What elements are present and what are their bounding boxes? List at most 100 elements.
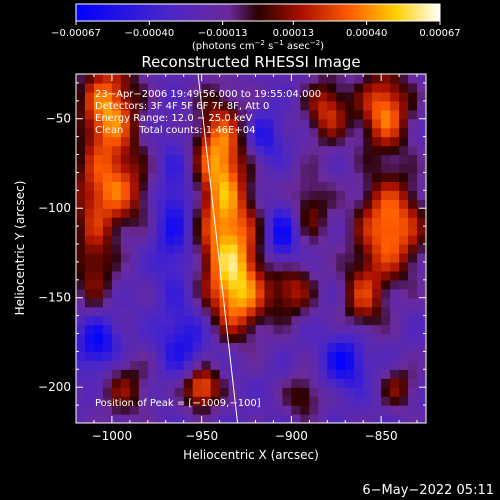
heatmap-cell xyxy=(120,244,131,254)
heatmap-cell xyxy=(93,261,104,272)
colorbar-tick-label: −0.00040 xyxy=(124,28,174,39)
heatmap-cell xyxy=(228,244,239,254)
heatmap-cell xyxy=(336,288,346,299)
heatmap-cell xyxy=(219,74,230,84)
heatmap-cell xyxy=(246,127,257,138)
heatmap-cell xyxy=(228,208,239,218)
heatmap-cell xyxy=(228,199,239,209)
heatmap-cell xyxy=(300,252,310,263)
heatmap-cell xyxy=(129,109,140,120)
heatmap-cell xyxy=(336,270,346,281)
heatmap-cell xyxy=(372,199,382,209)
heatmap-cell xyxy=(84,91,95,102)
heatmap-cell xyxy=(129,333,140,344)
heatmap-cell xyxy=(165,270,176,281)
heatmap-cell xyxy=(237,127,248,138)
heatmap-cell xyxy=(363,387,373,397)
heatmap-cell xyxy=(345,351,355,361)
heatmap-cell xyxy=(309,369,319,379)
heatmap-cell xyxy=(399,172,409,182)
heatmap-cell xyxy=(336,396,346,406)
heatmap-cell xyxy=(417,261,426,272)
heatmap-cell xyxy=(336,199,346,209)
heatmap-cell xyxy=(291,100,301,111)
heatmap-cell xyxy=(93,109,104,120)
heatmap-cell xyxy=(192,351,203,361)
heatmap-cell xyxy=(76,118,86,129)
heatmap-cell xyxy=(291,127,301,138)
heatmap-cell xyxy=(102,270,113,281)
heatmap-cell xyxy=(84,369,95,379)
heatmap-cell xyxy=(84,163,95,174)
colorbar-unit-label: (photons cm−2 s−1 asec−2) xyxy=(192,39,324,52)
heatmap-cell xyxy=(93,82,104,93)
heatmap-cell xyxy=(237,387,248,397)
heatmap-cell xyxy=(264,288,275,299)
heatmap-cell xyxy=(318,172,328,182)
heatmap-cell xyxy=(219,351,230,361)
heatmap-cell xyxy=(129,145,140,156)
heatmap-cell xyxy=(291,324,301,335)
heatmap-cell xyxy=(390,244,400,254)
heatmap-cell xyxy=(210,118,221,129)
heatmap-cell xyxy=(93,351,104,361)
heatmap-cell xyxy=(201,199,212,209)
heatmap-cell xyxy=(76,351,86,361)
heatmap-cell xyxy=(408,378,418,388)
heatmap-cell xyxy=(363,163,373,174)
heatmap-cell xyxy=(210,270,221,281)
heatmap-cell xyxy=(219,226,230,236)
heatmap-cell xyxy=(300,109,310,120)
heatmap-cell xyxy=(201,324,212,335)
heatmap-cell xyxy=(354,270,364,281)
heatmap-cell xyxy=(327,109,337,120)
heatmap-cell xyxy=(309,163,319,174)
heatmap-cell xyxy=(309,288,319,299)
heatmap-cell xyxy=(111,351,122,361)
heatmap-cell xyxy=(291,414,301,423)
heatmap-cell xyxy=(345,306,355,317)
heatmap-cell xyxy=(408,405,418,415)
heatmap-cell xyxy=(237,145,248,156)
heatmap-cell xyxy=(399,405,409,415)
heatmap-cell xyxy=(309,279,319,290)
heatmap-cell xyxy=(201,127,212,138)
heatmap-cell xyxy=(174,252,185,263)
heatmap-cell xyxy=(76,136,86,147)
heatmap-cell xyxy=(381,91,391,102)
heatmap-cell xyxy=(273,279,284,290)
heatmap-cell xyxy=(318,199,328,209)
heatmap-cell xyxy=(102,82,113,93)
heatmap-cell xyxy=(174,118,185,129)
heatmap-cell xyxy=(165,360,176,370)
heatmap-cell xyxy=(309,217,319,227)
heatmap-cell xyxy=(372,270,382,281)
heatmap-cell xyxy=(255,387,266,397)
heatmap-cell xyxy=(291,360,301,370)
heatmap-cell xyxy=(183,199,194,209)
heatmap-cell xyxy=(300,181,310,191)
colorbar-gradient xyxy=(75,3,441,22)
heatmap-cell xyxy=(228,342,239,353)
heatmap-cell xyxy=(174,226,185,236)
heatmap-cell xyxy=(111,74,122,84)
heatmap-cell xyxy=(102,360,113,370)
heatmap-cell xyxy=(408,217,418,227)
heatmap-cell xyxy=(381,244,391,254)
heatmap-cell xyxy=(93,396,104,406)
heatmap-cell xyxy=(390,387,400,397)
heatmap-cell xyxy=(156,315,167,326)
heatmap-cell xyxy=(93,199,104,209)
heatmap-cell xyxy=(237,136,248,147)
heatmap-cell xyxy=(147,172,158,182)
heatmap-cell xyxy=(228,405,239,415)
heatmap-cell xyxy=(336,297,346,308)
heatmap-cell xyxy=(120,414,131,423)
heatmap-cell xyxy=(156,351,167,361)
heatmap-cell xyxy=(102,199,113,209)
heatmap-cell xyxy=(363,414,373,423)
heatmap-cell xyxy=(237,351,248,361)
heatmap-cell xyxy=(282,324,292,335)
heatmap-cell xyxy=(147,351,158,361)
